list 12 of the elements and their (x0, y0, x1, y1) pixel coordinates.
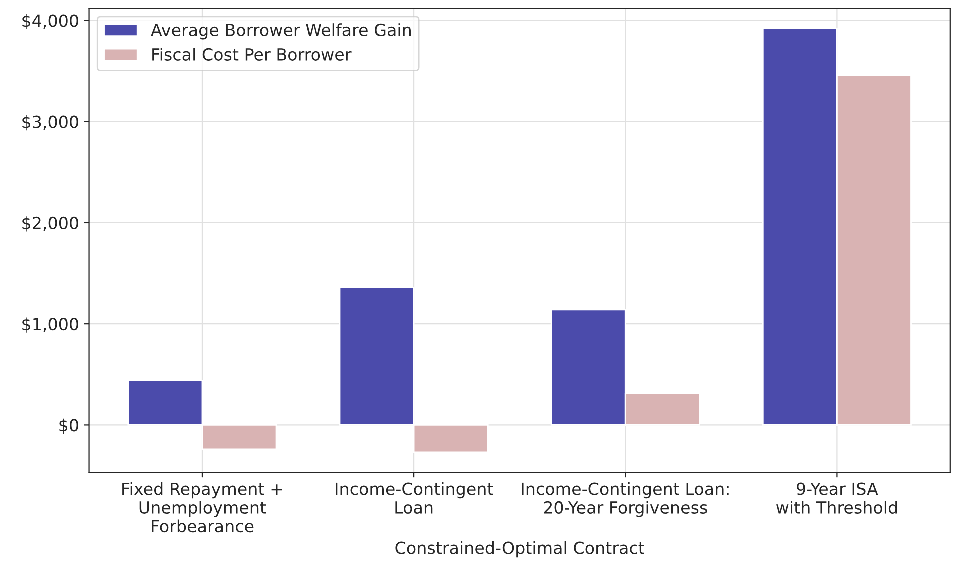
y-tick-label: $1,000 (22, 318, 78, 333)
legend-label: Fiscal Cost Per Borrower (152, 48, 352, 61)
x-tick-label: Fixed Repayment + Unemployment Forbearance (122, 482, 282, 533)
x-axis-title: Constrained-Optimal Contract (396, 541, 644, 558)
x-tick-label: Income-Contingent Loan: 20-Year Forgiveness (522, 482, 729, 518)
y-tick-label: $0 (60, 418, 78, 434)
x-tick-label: Income-Contingent Loan (336, 482, 494, 514)
legend-label: Average Borrower Welfare Gain (151, 24, 411, 40)
y-tick-label: $3,000 (22, 116, 78, 131)
y-tick-label: $2,000 (22, 216, 78, 232)
y-tick-label: $4,000 (22, 14, 78, 30)
x-tick-label: 9-Year ISA with Threshold (776, 482, 898, 514)
